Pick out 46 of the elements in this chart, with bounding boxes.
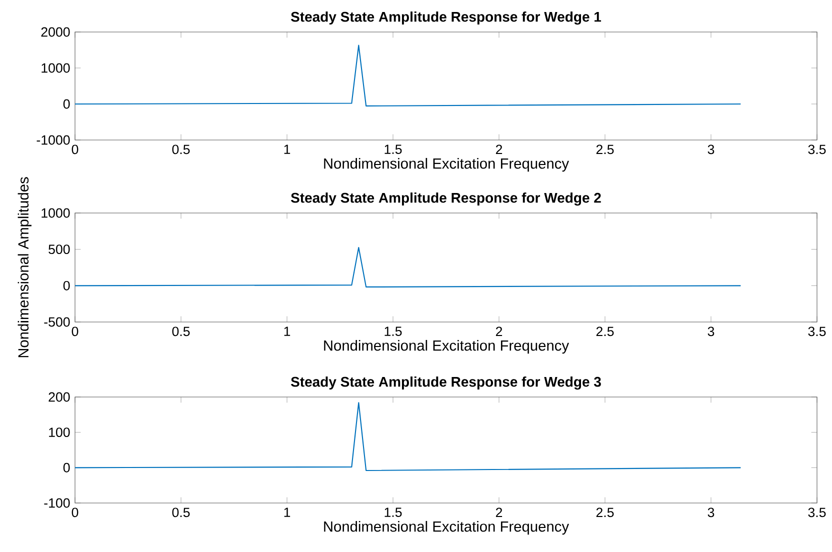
y-tick-label: -500 <box>44 317 70 327</box>
x-axis-title: Nondimensional Excitation Frequency <box>324 340 570 354</box>
line-series <box>75 246 742 288</box>
x-axis-title: Nondimensional Excitation Frequency <box>324 158 570 172</box>
y-tick-label: 2000 <box>41 27 70 37</box>
x-tick-label: 2.5 <box>596 508 614 518</box>
x-tick-label: 2.5 <box>596 326 614 336</box>
y-tick-label: 500 <box>48 244 70 254</box>
y-axis-title: Nondimensional Amplitudes <box>18 177 32 358</box>
x-tick-label: 2.5 <box>596 144 614 154</box>
x-tick-label: 3 <box>708 326 714 336</box>
chart-title: Steady State Amplitude Response for Wedge 3 <box>290 376 601 390</box>
x-axis-title: Nondimensional Excitation Frequency <box>324 520 570 535</box>
x-tick-label: 0 <box>72 508 78 518</box>
y-tick-label: 0 <box>63 462 70 472</box>
y-tick-label: 0 <box>63 99 70 109</box>
x-tick-label: 1.5 <box>384 144 402 154</box>
x-tick-label: 3 <box>708 144 714 154</box>
line-series <box>75 44 742 106</box>
x-tick-label: 0 <box>72 144 78 154</box>
x-tick-label: 1.5 <box>384 508 402 517</box>
x-tick-label: 0.5 <box>172 144 190 154</box>
y-tick-label: 1000 <box>42 208 70 218</box>
x-tick-label: 0 <box>72 326 78 336</box>
y-tick-label: 100 <box>49 428 70 438</box>
y-tick-label: -1000 <box>36 135 70 145</box>
x-tick-label: 1.5 <box>384 326 402 336</box>
x-tick-label: 3.5 <box>808 326 826 336</box>
x-tick-label: 3 <box>708 508 714 518</box>
y-tick-label: 1000 <box>42 63 70 73</box>
x-tick-label: 1 <box>284 144 290 154</box>
x-tick-label: 1 <box>284 508 290 517</box>
x-tick-label: 2 <box>496 144 502 154</box>
x-tick-label: 2 <box>496 508 502 518</box>
x-tick-label: 2 <box>496 326 502 336</box>
y-tick-label: 200 <box>48 392 70 402</box>
line-series <box>75 402 742 472</box>
chart-title: Steady State Amplitude Response for Wedge 2 <box>290 192 601 206</box>
y-tick-label: -100 <box>44 498 70 508</box>
chart-title: Steady State Amplitude Response for Wedge 1 <box>290 12 602 25</box>
x-tick-label: 1 <box>284 326 290 336</box>
x-tick-label: 3.5 <box>808 144 826 154</box>
x-tick-label: 3.5 <box>808 508 826 518</box>
x-tick-label: 0.5 <box>172 508 190 518</box>
y-tick-label: 0 <box>63 280 70 290</box>
x-tick-label: 0.5 <box>172 326 190 336</box>
